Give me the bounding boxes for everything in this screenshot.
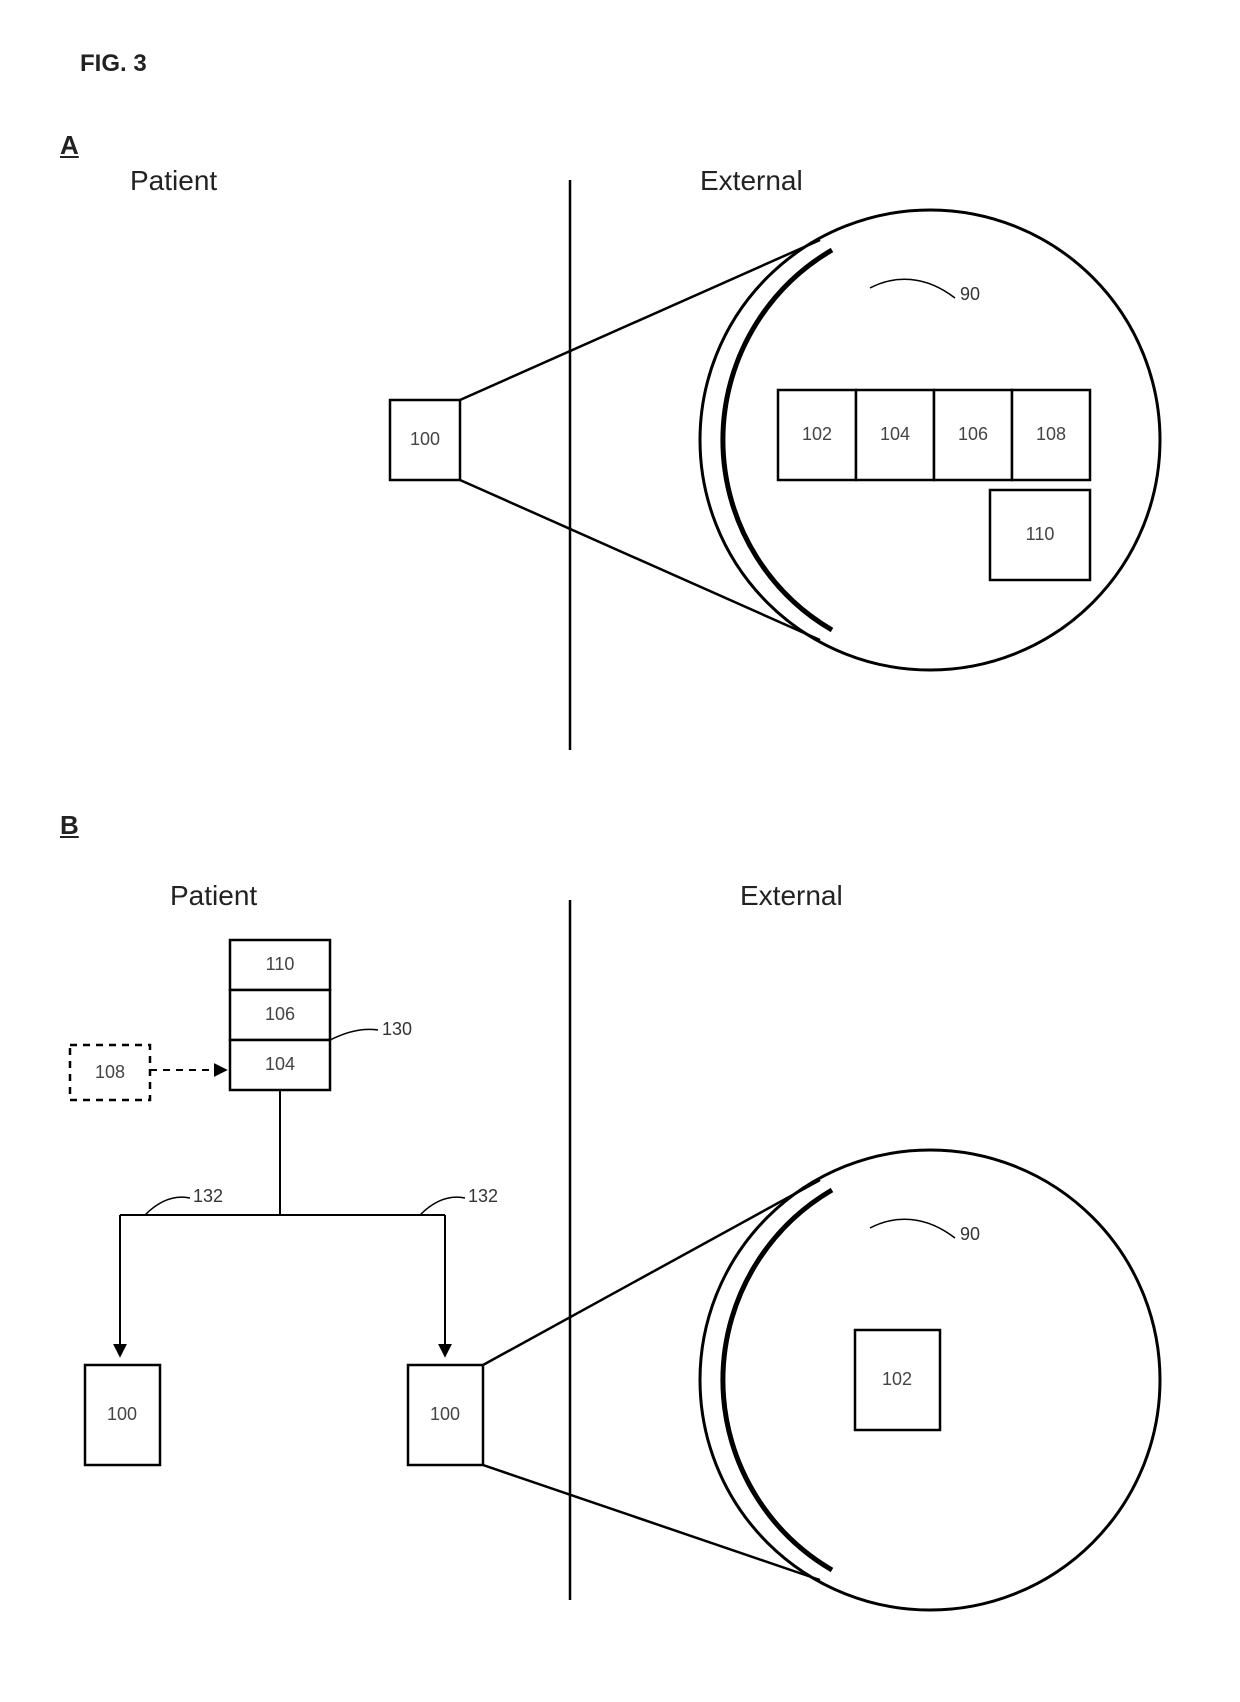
figure-page: FIG. 3 A Patient External 100 90 102 104 <box>0 0 1240 1702</box>
panel-a-box-100-label: 100 <box>410 429 440 449</box>
panel-a-box-106-label: 106 <box>958 424 988 444</box>
panel-b-cone-top <box>483 1180 820 1365</box>
panel-a-cone-top <box>460 240 820 400</box>
panel-b-svg: 110 106 104 130 108 132 132 100 <box>0 880 1240 1660</box>
panel-b-eye-group: 90 102 <box>700 1150 1160 1610</box>
panel-b-leader-130 <box>330 1029 378 1040</box>
panel-b-label-90: 90 <box>960 1224 980 1244</box>
panel-b-cone-bottom <box>483 1465 820 1580</box>
panel-b-left-box-100-label: 100 <box>107 1404 137 1424</box>
panel-b-right-box-100-label: 100 <box>430 1404 460 1424</box>
panel-b-leader-132-left <box>145 1197 190 1215</box>
panel-b-inner-arc <box>723 1190 832 1570</box>
panel-a-svg: 100 90 102 104 106 108 110 <box>0 180 1240 800</box>
panel-a-leader-90 <box>870 279 955 298</box>
panel-a-label-90: 90 <box>960 284 980 304</box>
figure-title: FIG. 3 <box>80 50 147 78</box>
panel-b-box-106-label: 106 <box>265 1004 295 1024</box>
panel-b-eye-box-102-label: 102 <box>882 1369 912 1389</box>
panel-a-box-110-label: 110 <box>1026 524 1055 544</box>
panel-a-box-102-label: 102 <box>802 424 832 444</box>
panel-b-box-108-label: 108 <box>95 1062 125 1082</box>
panel-b-label-132-left: 132 <box>193 1186 223 1206</box>
panel-b-leader-132-right <box>420 1197 465 1215</box>
panel-a-eye-group: 90 102 104 106 108 110 <box>700 210 1160 670</box>
panel-a-box-104-label: 104 <box>880 424 910 444</box>
panel-b-box-110-label: 110 <box>266 954 295 974</box>
panel-a-box-108-label: 108 <box>1036 424 1066 444</box>
panel-b-letter: B <box>60 810 79 841</box>
panel-b-label-132-right: 132 <box>468 1186 498 1206</box>
panel-b-leader-90 <box>870 1219 955 1238</box>
panel-b-label-130: 130 <box>382 1019 412 1039</box>
panel-a-letter: A <box>60 130 79 161</box>
panel-b-stack: 110 106 104 <box>230 940 330 1090</box>
panel-a-cone-bottom <box>460 480 820 640</box>
panel-b-box-104-label: 104 <box>265 1054 295 1074</box>
panel-a-row-boxes: 102 104 106 108 <box>778 390 1090 480</box>
